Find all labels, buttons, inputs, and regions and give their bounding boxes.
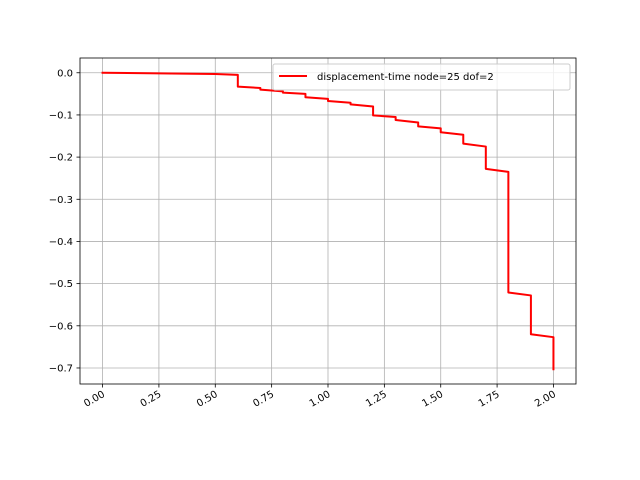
y-tick-label: 0.0 [57,68,73,79]
y-axis: 0.0 −0.1 −0.2 −0.3 −0.4 −0.5 −0.6 −0.7 [49,68,80,374]
legend-label: displacement-time node=25 dof=2 [317,72,494,83]
y-tick-label: −0.6 [49,321,73,332]
y-tick-label: −0.4 [49,237,73,248]
series-line [101,71,555,371]
legend-box [272,63,571,91]
y-tick-label: −0.5 [49,279,73,290]
series-layer [101,71,555,371]
y-tick-label: −0.2 [49,153,73,164]
y-tick-label: −0.3 [49,195,73,206]
y-tick-label: −0.1 [49,110,73,121]
legend: displacement-time node=25 dof=2 [272,63,571,91]
y-tick-label: −0.7 [49,363,73,374]
